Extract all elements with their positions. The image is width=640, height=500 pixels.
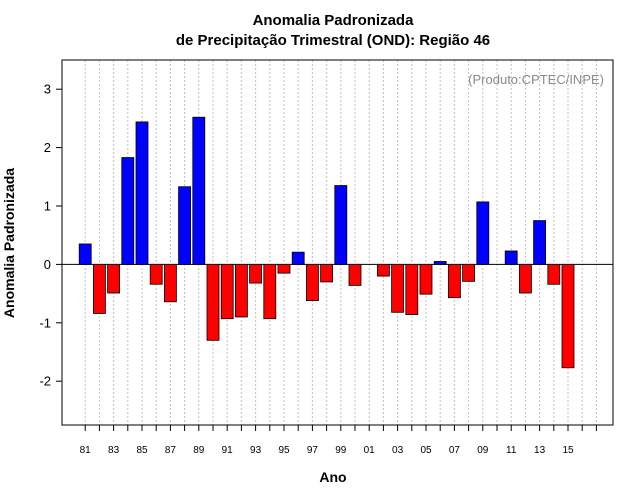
bar-2004 <box>405 263 419 316</box>
x-tick-label: 09 <box>477 445 489 456</box>
x-tick-label: 91 <box>222 445 234 456</box>
bar-1996 <box>291 251 305 265</box>
x-tick-label: 85 <box>136 445 148 456</box>
x-tick-label: 05 <box>420 445 432 456</box>
credit-text: (Produto:CPTEC/INPE) <box>468 72 604 87</box>
bar-2003 <box>391 263 405 313</box>
y-axis-title: Anomalia Padronizada <box>1 168 17 318</box>
y-tick-label: 0 <box>44 257 51 272</box>
x-tick-label: 15 <box>562 445 574 456</box>
y-tick-label: -1 <box>39 315 51 330</box>
x-tick-label: 81 <box>80 445 92 456</box>
x-tick-label: 89 <box>193 445 205 456</box>
x-axis-title: Ano <box>319 469 346 485</box>
x-tick-label: 01 <box>364 445 376 456</box>
x-tick-label: 99 <box>335 445 347 456</box>
bar-2002 <box>376 263 390 277</box>
bar-1985 <box>135 121 149 265</box>
bar-2005 <box>419 263 433 295</box>
bar-1998 <box>320 263 334 283</box>
bar-1993 <box>249 263 263 284</box>
bar-1991 <box>220 263 234 320</box>
x-tick-label: 97 <box>307 445 319 456</box>
x-tick-label: 93 <box>250 445 262 456</box>
bar-2012 <box>519 263 532 294</box>
y-tick-label: -2 <box>39 374 51 389</box>
x-tick-label: 11 <box>506 445 517 456</box>
bar-2011 <box>504 250 518 265</box>
bar-2013 <box>533 220 546 265</box>
bar-1999 <box>334 185 348 265</box>
bar-2006 <box>433 261 447 265</box>
bar-1981 <box>78 243 92 265</box>
bar-1988 <box>178 186 192 265</box>
bar-1997 <box>305 263 319 302</box>
x-tick-label: 13 <box>534 445 546 456</box>
bar-2008 <box>462 263 476 282</box>
bar-1994 <box>263 263 277 320</box>
grid-layer <box>84 60 597 425</box>
x-tick-label: 95 <box>278 445 290 456</box>
plot-frame <box>61 59 614 426</box>
x-axis: 81 83 85 87 89 91 93 95 97 99 01 03 05 07 09 11 13 15 <box>80 425 597 456</box>
bar-1995 <box>277 263 291 274</box>
y-tick-label: 2 <box>44 140 51 155</box>
bars-layer <box>78 116 575 369</box>
chart-subtitle: de Precipitação Trimestral (OND): Região… <box>176 32 490 49</box>
bar-1986 <box>149 263 163 285</box>
bar-1982 <box>93 263 106 314</box>
bar-2009 <box>476 201 490 265</box>
bar-1987 <box>163 263 177 303</box>
bar-1989 <box>192 116 206 265</box>
bar-2014 <box>547 263 561 285</box>
y-axis: -2 -1 0 1 2 3 <box>39 82 62 389</box>
x-tick-label: 03 <box>392 445 404 456</box>
bar-2000 <box>348 263 362 286</box>
x-tick-label: 07 <box>449 445 461 456</box>
x-tick-label: 87 <box>165 445 177 456</box>
y-tick-label: 1 <box>44 199 51 214</box>
y-tick-label: 3 <box>44 82 51 97</box>
bar-2007 <box>447 263 461 299</box>
bar-1984 <box>121 157 135 265</box>
bar-2015 <box>561 263 575 369</box>
bar-1990 <box>206 263 220 341</box>
x-tick-label: 83 <box>108 445 120 456</box>
bar-1983 <box>107 263 120 294</box>
chart-title: Anomalia Padronizada <box>253 12 415 29</box>
bar-1992 <box>234 263 248 318</box>
